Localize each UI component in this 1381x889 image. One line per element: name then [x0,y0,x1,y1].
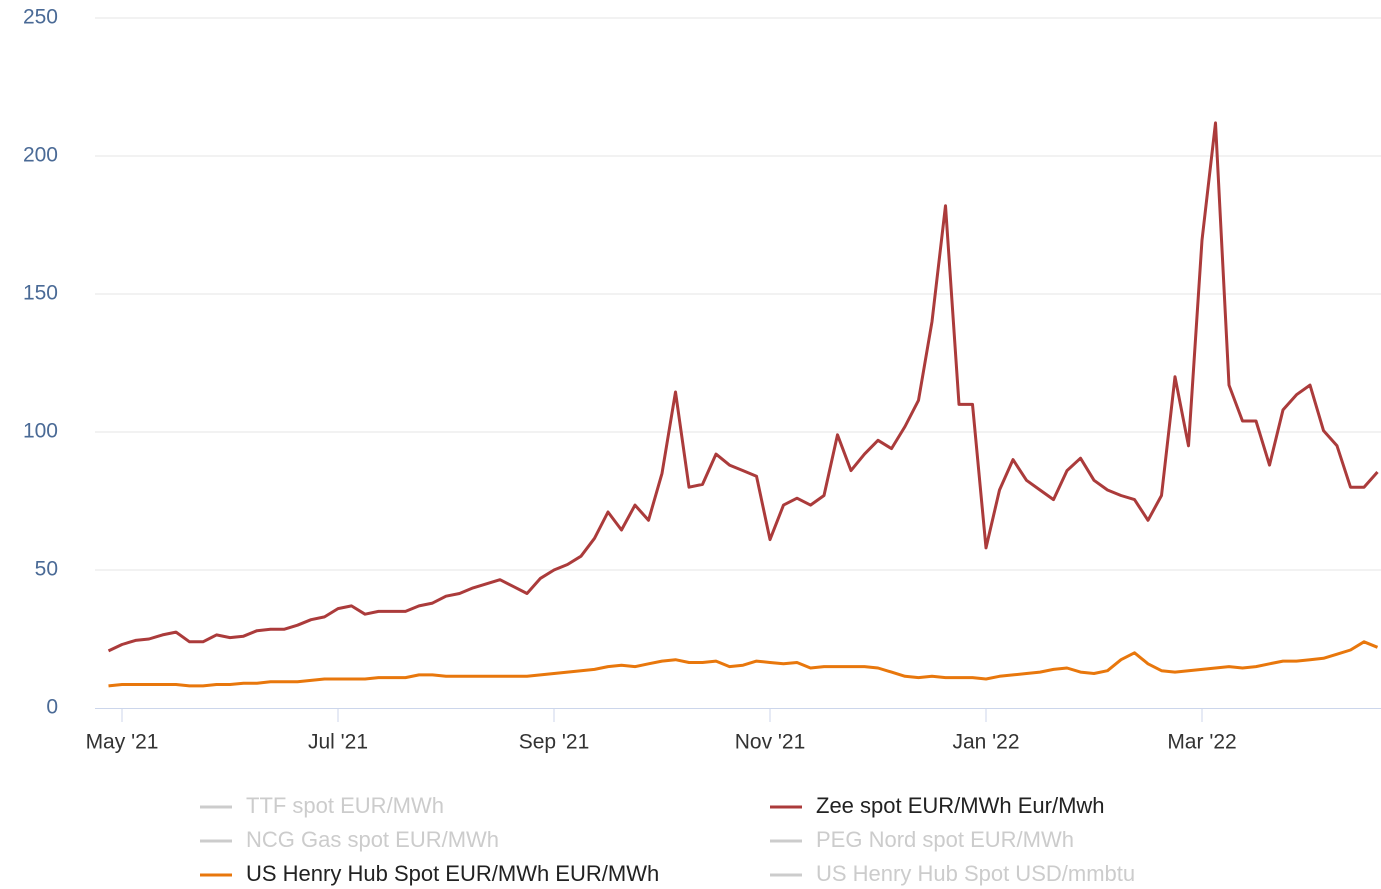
legend-label: TTF spot EUR/MWh [246,793,444,818]
legend-item: TTF spot EUR/MWh [200,793,444,818]
x-tick-label: Nov '21 [735,731,806,754]
y-tick-label: 0 [46,696,58,719]
x-tick-label: Mar '22 [1167,731,1236,754]
legend-label: Zee spot EUR/MWh Eur/Mwh [816,793,1105,818]
y-tick-label: 50 [35,558,58,581]
y-tick-label: 250 [23,6,58,29]
legend-item: PEG Nord spot EUR/MWh [770,827,1074,852]
x-tick-label: Jul '21 [308,731,368,754]
legend-label: US Henry Hub Spot USD/mmbtu [816,861,1135,886]
x-tick-label: Jan '22 [952,731,1019,754]
legend-item: NCG Gas spot EUR/MWh [200,827,499,852]
legend-item: US Henry Hub Spot EUR/MWh EUR/MWh [200,861,659,886]
y-tick-label: 100 [23,420,58,443]
series-line [107,121,1379,653]
legend-item: Zee spot EUR/MWh Eur/Mwh [770,793,1105,818]
legend-item: US Henry Hub Spot USD/mmbtu [770,861,1135,886]
legend-label: US Henry Hub Spot EUR/MWh EUR/MWh [246,861,659,886]
x-tick-label: Sep '21 [519,731,590,754]
legend-label: NCG Gas spot EUR/MWh [246,827,499,852]
y-tick-label: 150 [23,282,58,305]
x-tick-label: May '21 [86,731,159,754]
y-tick-label: 200 [23,144,58,167]
legend-label: PEG Nord spot EUR/MWh [816,827,1074,852]
series-line [108,640,1379,688]
